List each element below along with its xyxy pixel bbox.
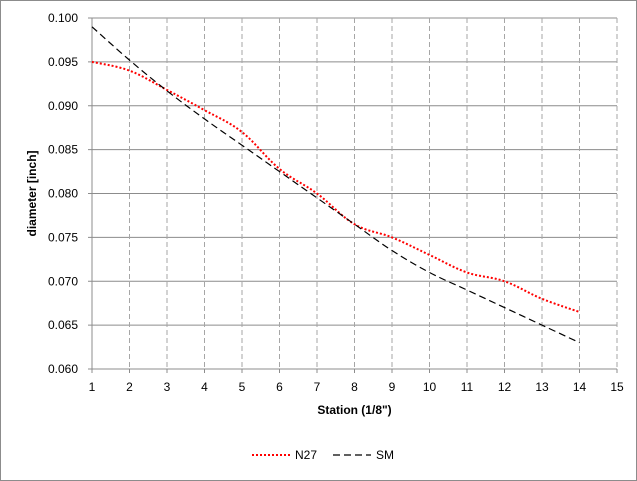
x-tick-label: 11 [461,380,474,394]
x-tick-label: 10 [423,380,437,394]
legend-item-n27: N27 [252,448,317,462]
x-tick-label: 9 [389,380,396,394]
series-layer [91,26,580,344]
y-tick-label: 0.065 [48,318,78,332]
y-tick-label: 0.070 [48,274,78,288]
x-tick-label: 12 [498,380,512,394]
y-tick-label: 0.100 [48,11,78,25]
series-line-n27 [91,60,580,313]
x-tick-label: 4 [201,380,208,394]
x-axis-title: Station (1/8") [317,403,391,417]
x-tick-label: 14 [573,380,587,394]
tick-labels: 0.060 0.065 0.070 0.075 0.080 0.085 0.090 0.095… [48,11,624,394]
x-tick-label: 2 [126,380,133,394]
legend: N27 SM [252,448,394,462]
x-tick-label: 3 [164,380,171,394]
y-tick-label: 0.095 [48,55,78,69]
y-axis-title: diameter [inch] [25,150,39,236]
y-tick-label: 0.090 [48,99,78,113]
y-tick-label: 0.075 [48,230,78,244]
x-tick-label: 7 [314,380,321,394]
x-tick-label: 1 [89,380,96,394]
legend-label: N27 [295,448,317,462]
x-tick-label: 8 [351,380,358,394]
y-tick-label: 0.080 [48,187,78,201]
x-tick-label: 15 [610,380,624,394]
legend-item-sm: SM [333,448,394,462]
x-tick-label: 6 [276,380,283,394]
legend-label: SM [376,448,394,462]
x-tick-label: 13 [535,380,549,394]
y-tick-label: 0.085 [48,143,78,157]
y-tick-label: 0.060 [48,362,78,376]
x-tick-label: 5 [239,380,246,394]
series-line-sm [91,26,580,344]
grid [88,17,618,373]
